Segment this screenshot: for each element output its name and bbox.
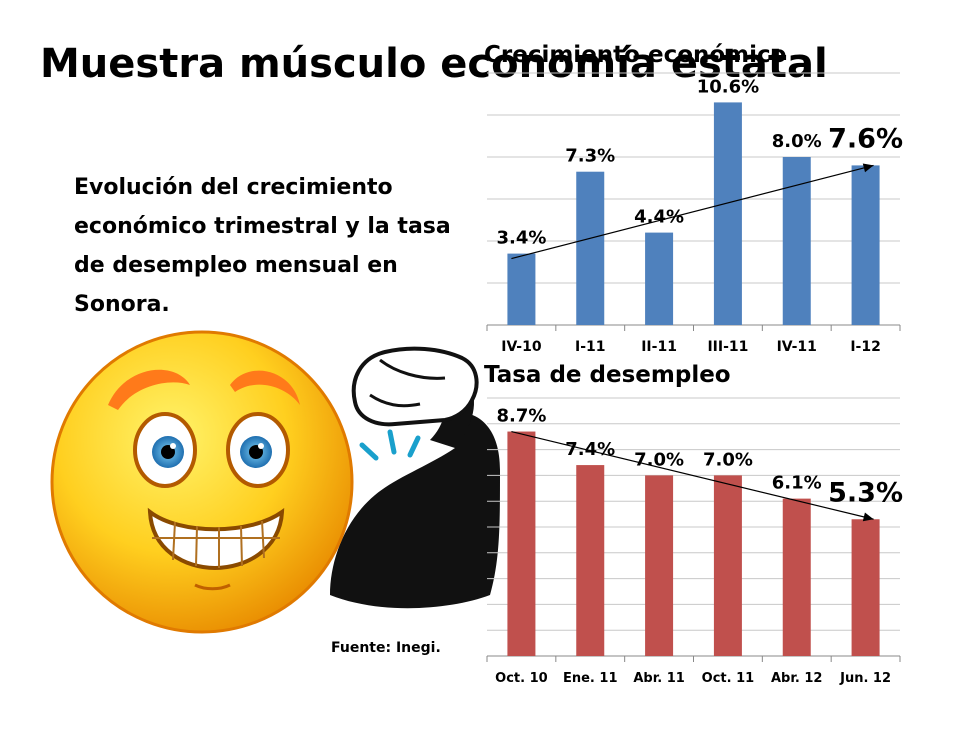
growth-bar-0 — [507, 253, 536, 325]
growth-data-label-3: 10.6% — [697, 76, 759, 97]
growth-bar-2 — [645, 232, 674, 325]
unemployment-tick-label-4: Abr. 12 — [771, 671, 822, 686]
growth-tick-label-4: IV-11 — [777, 339, 817, 355]
unemployment-tick-label-3: Oct. 11 — [702, 671, 755, 686]
growth-data-label-5: 7.6% — [828, 123, 903, 154]
growth-data-label-4: 8.0% — [772, 131, 822, 152]
growth-tick-label-1: I-11 — [575, 339, 606, 355]
growth-tick-label-3: III-11 — [707, 339, 748, 355]
growth-bar-3 — [713, 102, 742, 326]
unemployment-trend-arrowhead — [862, 512, 874, 522]
unemployment-bar-1 — [576, 465, 605, 656]
unemployment-data-label-1: 7.4% — [565, 439, 615, 460]
page-subtitle: Evolución del crecimiento económico trim… — [74, 175, 451, 317]
unemployment-tick-label-5: Jun. 12 — [839, 671, 891, 686]
unemployment-bar-5 — [851, 519, 880, 656]
unemployment-bar-2 — [645, 475, 674, 656]
unemployment-data-label-3: 7.0% — [703, 449, 753, 470]
unemployment-data-label-4: 6.1% — [772, 473, 822, 494]
unemployment-trend-arrow — [511, 430, 874, 520]
growth-tick-label-0: IV-10 — [501, 339, 542, 355]
growth-data-label-1: 7.3% — [565, 146, 615, 167]
growth-tick-label-2: II-11 — [641, 339, 677, 355]
growth-bar-5 — [851, 165, 880, 325]
unemployment-bar-4 — [782, 498, 811, 656]
growth-trend-arrowhead — [862, 163, 874, 173]
unemployment-tick-label-1: Ene. 11 — [563, 671, 618, 686]
unemployment-bar-0 — [507, 431, 536, 656]
growth-tick-label-5: I-12 — [850, 339, 881, 355]
growth-data-label-2: 4.4% — [634, 207, 684, 228]
growth-chart-title: Crecimiento económico — [484, 42, 787, 68]
unemployment-chart-title: Tasa de desempleo — [484, 362, 731, 388]
unemployment-tick-label-0: Oct. 10 — [495, 671, 548, 686]
unemployment-tick-label-2: Abr. 11 — [633, 671, 684, 686]
unemployment-data-label-2: 7.0% — [634, 449, 684, 470]
unemployment-bar-3 — [713, 475, 742, 656]
growth-data-label-0: 3.4% — [496, 228, 546, 249]
flexed-arm-icon — [330, 346, 500, 609]
growth-trend-arrow — [511, 164, 874, 260]
unemployment-data-label-0: 8.7% — [496, 406, 546, 427]
growth-bar-1 — [576, 171, 605, 325]
source-note: Fuente: Inegi. — [331, 640, 441, 656]
unemployment-data-label-5: 5.3% — [828, 477, 903, 508]
smiley-face-icon — [50, 330, 354, 634]
